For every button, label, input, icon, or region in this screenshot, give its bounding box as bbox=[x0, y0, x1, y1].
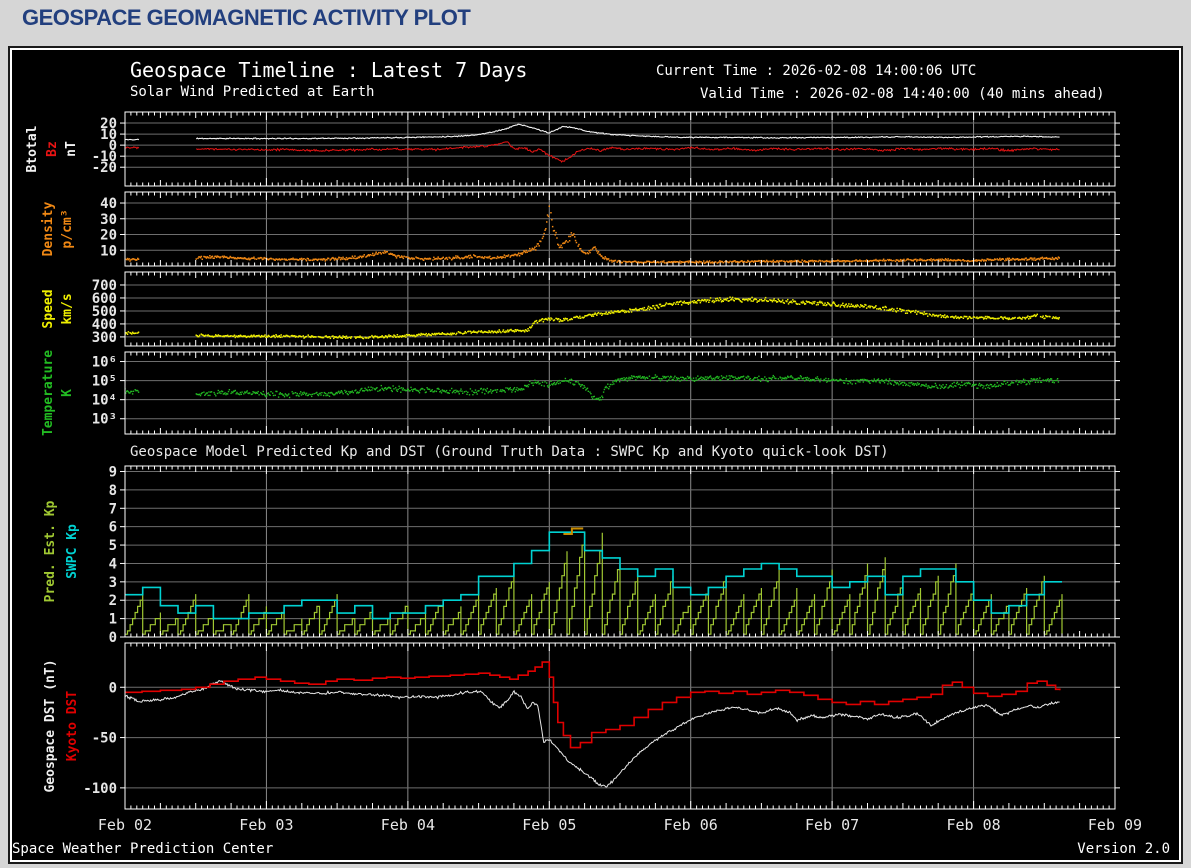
xtick-label: Feb 06 bbox=[664, 816, 718, 834]
valid-time-label: Valid Time : 2026-02-08 14:40:00 (40 min… bbox=[700, 86, 1105, 102]
axis-label-dst: Geospace DST (nT) bbox=[43, 659, 58, 792]
ytick-label: -50 bbox=[92, 731, 117, 747]
panel-temperature-chart: 10⁶ 10⁵ 10⁴ 10³ Temperature K bbox=[41, 350, 1120, 436]
axis-label-speed: Speed bbox=[41, 289, 56, 328]
ytick-label: 0 bbox=[109, 138, 117, 154]
axis-label-kp: SWPC Kp bbox=[65, 524, 80, 579]
xtick-label: Feb 04 bbox=[381, 816, 435, 834]
ytick-label: 500 bbox=[92, 304, 117, 320]
ytick-label: 7 bbox=[109, 501, 117, 517]
ytick-label: 400 bbox=[92, 317, 117, 333]
panel-dst-chart: 0 -50 -100 Geospace DST (nT) Kyoto DST bbox=[43, 642, 1120, 810]
ytick-label: 20 bbox=[100, 116, 117, 132]
ytick-label: 10⁶ bbox=[92, 355, 117, 371]
axis-label-imf-b: Bz bbox=[45, 141, 60, 157]
xtick-label: Feb 08 bbox=[947, 816, 1001, 834]
ytick-label: 1 bbox=[109, 612, 117, 628]
ytick-label: 10 bbox=[100, 243, 117, 259]
ytick-label: 5 bbox=[109, 538, 117, 554]
ytick-label: 9 bbox=[109, 465, 117, 481]
axis-label-density: p/cm³ bbox=[60, 209, 75, 248]
ytick-label: 10⁴ bbox=[92, 393, 117, 409]
xtick-label: Feb 05 bbox=[522, 816, 576, 834]
current-time-label: Current Time : 2026-02-08 14:00:06 UTC bbox=[656, 63, 977, 79]
axis-label-kp: Pred. Est. Kp bbox=[43, 500, 58, 602]
ytick-label: 10 bbox=[100, 127, 117, 143]
footer-source: Space Weather Prediction Center bbox=[12, 841, 274, 857]
axis-label-temperature: Temperature bbox=[41, 350, 56, 436]
xtick-label: Feb 09 bbox=[1088, 816, 1142, 834]
ytick-label: 2 bbox=[109, 593, 117, 609]
ytick-label: 700 bbox=[92, 278, 117, 294]
ytick-label: 20 bbox=[100, 228, 117, 244]
footer-version: Version 2.0 bbox=[1077, 841, 1170, 857]
plot-title: Geospace Timeline : Latest 7 Days bbox=[130, 58, 528, 82]
xtick-label: Feb 03 bbox=[239, 816, 293, 834]
ytick-label: 0 bbox=[109, 630, 117, 646]
ytick-label: 4 bbox=[109, 556, 117, 572]
axis-label-imf-b: Btotal bbox=[25, 126, 40, 173]
axis-label-density: Density bbox=[41, 201, 56, 256]
kp-dst-section-title: Geospace Model Predicted Kp and DST (Gro… bbox=[130, 444, 889, 460]
ytick-label: 300 bbox=[92, 330, 117, 346]
ytick-label: 40 bbox=[100, 196, 117, 212]
axis-label-temperature: K bbox=[60, 389, 75, 397]
xtick-label: Feb 07 bbox=[805, 816, 859, 834]
page-title: GEOSPACE GEOMAGNETIC ACTIVITY PLOT bbox=[22, 5, 471, 30]
ytick-label: 8 bbox=[109, 483, 117, 499]
ytick-label: -100 bbox=[83, 781, 117, 797]
axis-label-imf-b: nT bbox=[64, 141, 79, 157]
ytick-label: 3 bbox=[109, 575, 117, 591]
axis-label-speed: km/s bbox=[60, 293, 75, 324]
ytick-label: 10⁵ bbox=[92, 374, 117, 390]
ytick-label: 10³ bbox=[92, 412, 117, 428]
ytick-label: 30 bbox=[100, 212, 117, 228]
xtick-label: Feb 02 bbox=[98, 816, 152, 834]
ytick-label: -20 bbox=[92, 160, 117, 176]
ytick-label: 6 bbox=[109, 520, 117, 536]
solar-wind-subtitle: Solar Wind Predicted at Earth bbox=[130, 84, 375, 100]
x-axis-labels-row: Feb 02 Feb 03 Feb 04 Feb 05 Feb 06 Feb 07 Feb … bbox=[98, 816, 1142, 834]
panel-kp-chart: 9 8 7 6 5 4 3 2 1 0 Pred. Est. Kp SWPC Kp bbox=[43, 465, 1120, 646]
ytick-label: 600 bbox=[92, 291, 117, 307]
ytick-label: -10 bbox=[92, 149, 117, 165]
axis-label-dst: Kyoto DST bbox=[65, 691, 80, 762]
ytick-label: 0 bbox=[109, 680, 117, 696]
